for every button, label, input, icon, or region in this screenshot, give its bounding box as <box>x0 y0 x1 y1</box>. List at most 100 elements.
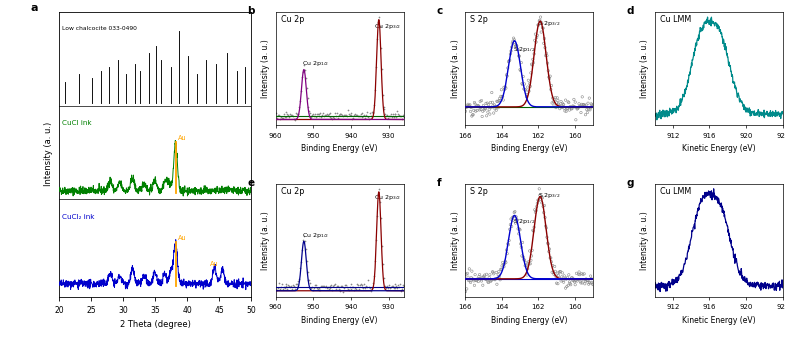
Point <box>291 284 304 290</box>
Point <box>559 98 571 103</box>
Point <box>316 283 328 289</box>
Point <box>533 186 546 192</box>
Point <box>390 284 403 289</box>
Point <box>551 95 564 101</box>
Point <box>468 100 480 105</box>
Point <box>317 283 330 288</box>
Point <box>396 286 408 291</box>
Point <box>504 51 517 57</box>
Point <box>509 43 522 49</box>
Point <box>391 108 403 114</box>
Point <box>495 267 508 272</box>
Point <box>356 110 369 116</box>
Point <box>469 272 481 277</box>
Point <box>351 281 363 287</box>
Point <box>369 87 382 93</box>
Point <box>496 263 509 268</box>
Point <box>509 42 521 47</box>
Point <box>490 270 502 275</box>
Point <box>342 288 355 293</box>
Point <box>379 111 392 117</box>
Point <box>324 114 337 120</box>
Point <box>323 284 336 289</box>
Point <box>525 61 538 67</box>
Point <box>326 287 338 293</box>
Point <box>538 41 550 46</box>
Point <box>339 282 352 287</box>
Point <box>482 279 495 285</box>
Point <box>382 285 394 291</box>
Point <box>538 36 550 41</box>
Point <box>531 35 543 40</box>
X-axis label: 2 Theta (degree): 2 Theta (degree) <box>119 320 191 329</box>
Point <box>361 284 374 290</box>
Point <box>363 116 375 121</box>
Point <box>549 269 561 274</box>
Point <box>397 284 410 289</box>
Point <box>280 110 293 115</box>
Point <box>583 95 596 101</box>
Point <box>305 285 317 291</box>
Text: Cu 2p: Cu 2p <box>281 187 304 196</box>
Point <box>345 110 357 115</box>
Point <box>479 276 491 282</box>
Point <box>336 112 349 117</box>
Point <box>587 282 600 287</box>
Point <box>524 81 536 86</box>
Point <box>562 283 575 288</box>
Point <box>509 209 521 214</box>
Point <box>573 269 586 275</box>
Point <box>301 85 313 91</box>
Point <box>545 87 557 92</box>
Point <box>381 113 393 118</box>
Point <box>513 67 526 72</box>
Point <box>363 284 375 290</box>
Point <box>384 285 396 290</box>
Point <box>510 217 523 223</box>
Point <box>310 112 323 117</box>
Point <box>555 99 568 104</box>
Point <box>357 286 370 291</box>
Point <box>339 112 352 118</box>
Point <box>387 115 400 120</box>
Point <box>565 106 578 112</box>
Point <box>534 17 546 23</box>
Point <box>568 278 580 283</box>
Y-axis label: Intensity (a. u.): Intensity (a. u.) <box>261 211 270 269</box>
Point <box>478 106 491 111</box>
Point <box>569 99 582 105</box>
Text: Au: Au <box>177 135 186 141</box>
Point <box>372 191 385 196</box>
Point <box>302 104 315 109</box>
Point <box>352 286 365 292</box>
Point <box>308 113 320 118</box>
Point <box>523 261 535 267</box>
Point <box>528 207 541 212</box>
Point <box>276 115 289 121</box>
Point <box>482 109 495 115</box>
Y-axis label: Intensity (a. u.): Intensity (a. u.) <box>451 39 459 98</box>
Point <box>381 283 393 288</box>
Point <box>315 115 327 120</box>
Point <box>572 105 585 110</box>
Point <box>396 282 409 288</box>
Text: c: c <box>437 6 444 16</box>
Point <box>489 106 502 112</box>
Point <box>319 112 332 118</box>
Point <box>331 284 344 289</box>
Point <box>313 113 326 118</box>
Point <box>531 33 544 38</box>
Point <box>524 248 536 254</box>
Point <box>367 110 379 115</box>
Point <box>491 282 503 287</box>
Point <box>517 86 530 92</box>
Point <box>535 196 547 202</box>
Text: f: f <box>437 178 442 188</box>
Point <box>586 102 598 108</box>
Point <box>395 288 407 294</box>
Point <box>492 269 505 274</box>
Point <box>334 288 347 294</box>
Point <box>562 99 575 105</box>
Point <box>574 279 586 284</box>
Point <box>323 286 335 292</box>
